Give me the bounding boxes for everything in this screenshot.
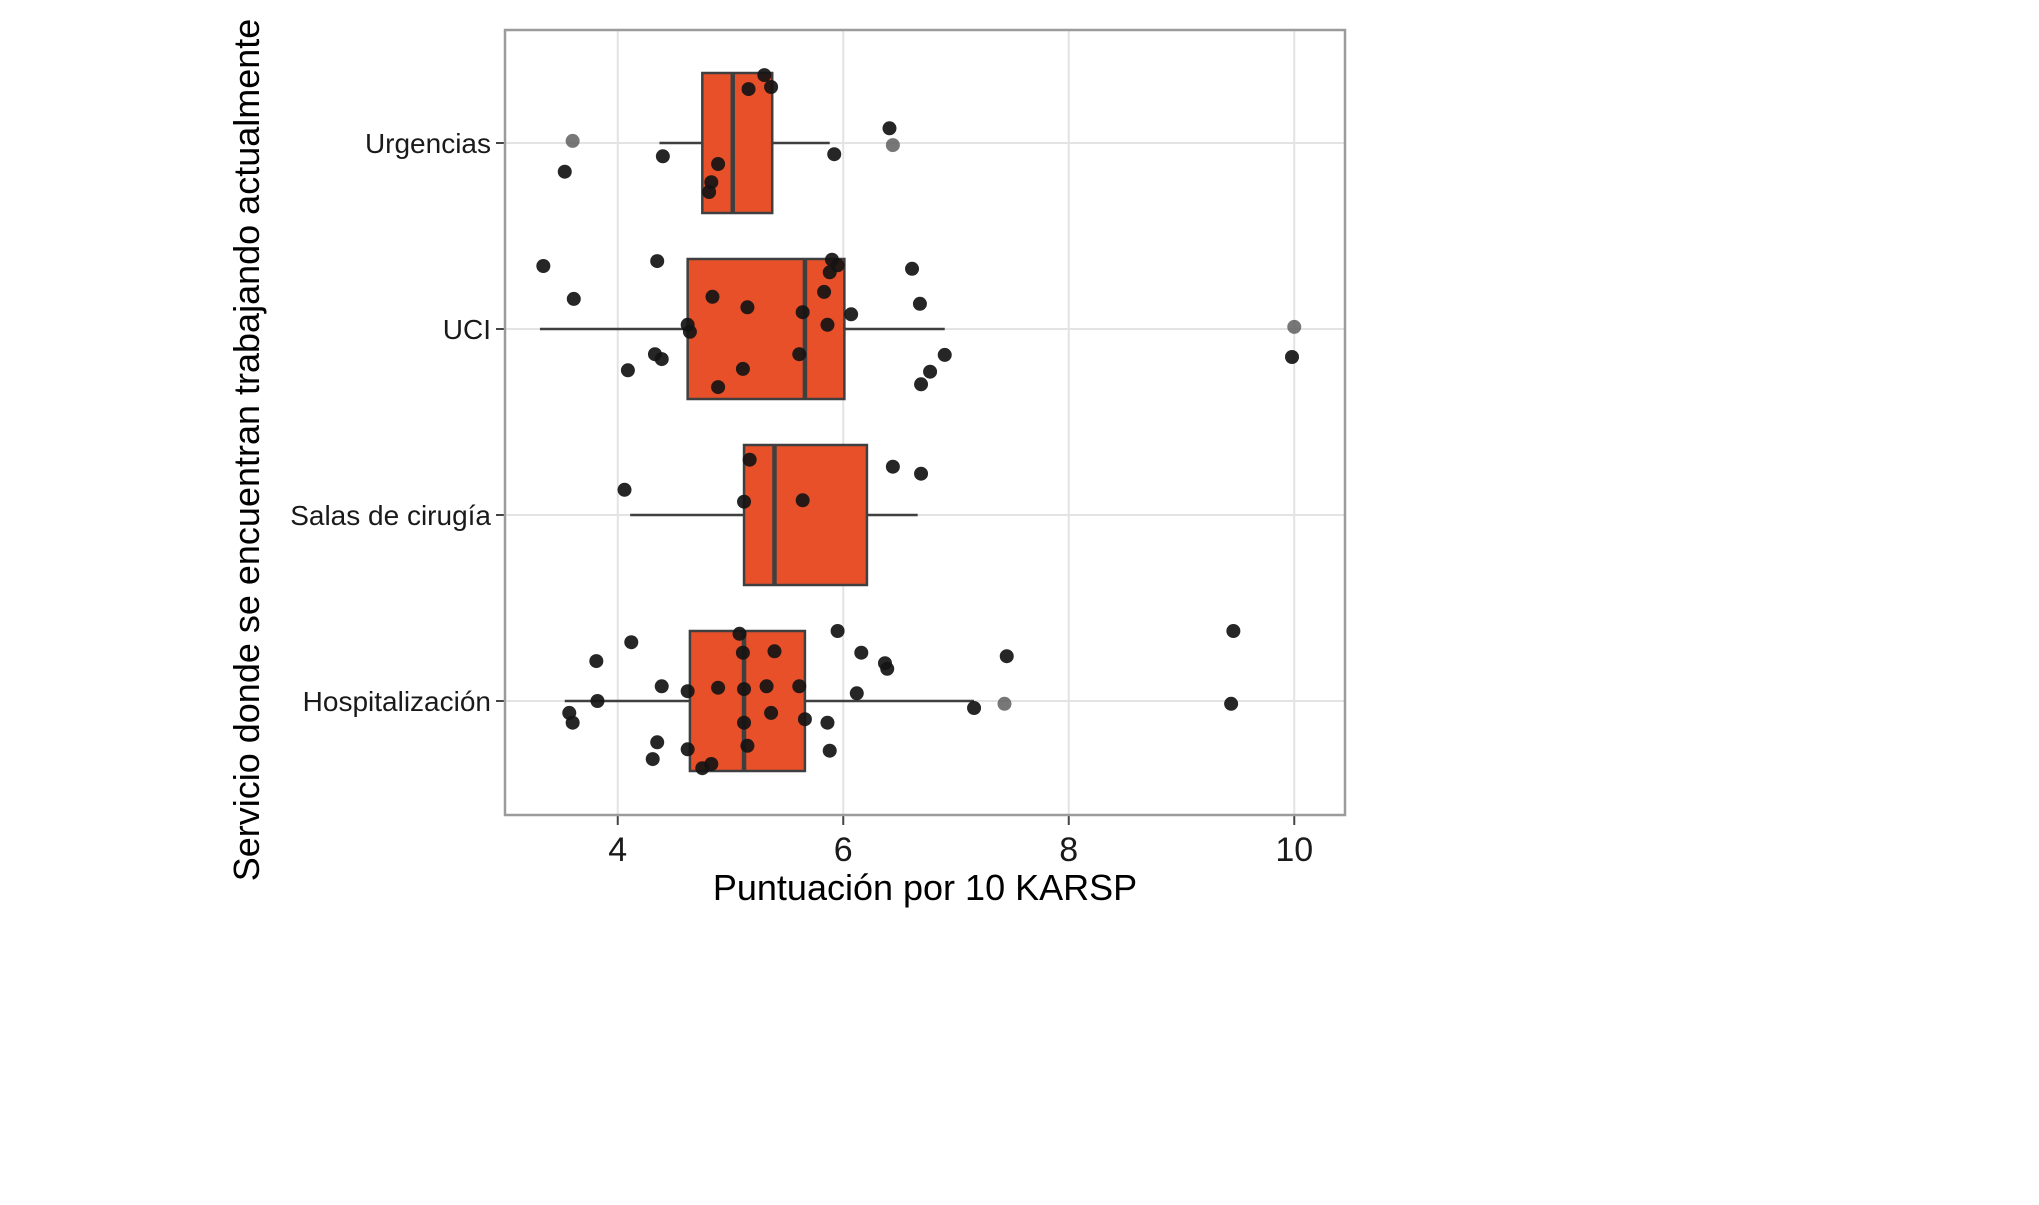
x-axis-title: Puntuación por 10 KARSP (712, 867, 1138, 908)
data-point-hospitalizacion (792, 679, 807, 694)
data-point-salas-de-cirugia (737, 494, 752, 509)
data-point-uci (654, 352, 669, 367)
data-point-hospitalizacion (565, 715, 580, 730)
data-point-hospitalizacion (654, 679, 669, 694)
data-point-salas-de-cirugia (914, 466, 929, 481)
data-point-uci (937, 347, 952, 362)
box-urgencias (701, 71, 774, 215)
data-point-hospitalizacion (680, 684, 695, 699)
data-point-hospitalizacion (645, 752, 660, 767)
data-point-uci (566, 291, 581, 306)
data-point-uci (792, 347, 807, 362)
data-point-hospitalizacion (967, 701, 982, 715)
data-point-urgencias (757, 68, 772, 83)
data-point-urgencias (741, 82, 756, 97)
data-point-urgencias (764, 80, 779, 94)
data-point-hospitalizacion (854, 645, 869, 660)
y-tick-label-salas-de-cirugia: Salas de cirugía (290, 500, 491, 531)
data-point-uci (620, 363, 635, 378)
data-point-urgencias (557, 164, 572, 179)
data-point-hospitalizacion (759, 679, 774, 694)
data-point-hospitalizacion (1224, 696, 1239, 711)
data-point-uci (650, 254, 665, 269)
data-point-urgencias (565, 133, 580, 148)
data-point-urgencias (711, 157, 726, 171)
data-point-hospitalizacion (650, 735, 665, 750)
data-point-salas-de-cirugia (617, 482, 632, 497)
data-point-uci (923, 364, 938, 379)
y-tick-label-urgencias: Urgencias (365, 128, 491, 159)
data-point-hospitalizacion (997, 696, 1012, 711)
data-point-uci (1285, 350, 1300, 364)
data-point-hospitalizacion (737, 715, 752, 730)
data-point-hospitalizacion (1226, 624, 1241, 638)
data-point-hospitalizacion (735, 645, 750, 660)
data-point-urgencias (702, 185, 717, 199)
data-point-uci (711, 380, 726, 395)
data-point-uci (795, 305, 810, 320)
y-tick-label-hospitalizacion: Hospitalización (303, 686, 491, 717)
data-point-hospitalizacion (822, 743, 837, 758)
data-point-urgencias (885, 138, 900, 153)
panel-border (503, 28, 1347, 817)
data-point-hospitalizacion (880, 661, 895, 676)
data-point-uci (820, 317, 835, 332)
y-tick-label-uci: UCI (443, 314, 491, 345)
data-point-hospitalizacion (830, 624, 845, 638)
data-point-salas-de-cirugia (742, 452, 757, 467)
data-point-uci (905, 261, 920, 276)
data-point-uci (817, 284, 832, 299)
data-point-salas-de-cirugia (885, 459, 900, 474)
data-point-uci (740, 300, 755, 315)
data-point-hospitalizacion (740, 738, 755, 753)
data-point-hospitalizacion (797, 712, 812, 727)
x-tick-label-6: 6 (834, 831, 853, 869)
data-point-hospitalizacion (764, 705, 779, 720)
data-point-hospitalizacion (849, 686, 864, 701)
data-point-hospitalizacion (732, 626, 747, 641)
data-point-hospitalizacion (589, 654, 604, 669)
data-point-hospitalizacion (711, 680, 726, 695)
x-tick-label-4: 4 (608, 831, 627, 869)
data-point-hospitalizacion (624, 635, 639, 650)
data-point-uci (1287, 319, 1302, 334)
data-point-hospitalizacion (820, 715, 835, 730)
data-point-hospitalizacion (704, 757, 719, 771)
data-point-urgencias (655, 149, 670, 164)
data-point-hospitalizacion (999, 649, 1014, 664)
data-point-hospitalizacion (590, 694, 605, 708)
data-point-hospitalizacion (680, 742, 695, 757)
data-point-uci (735, 361, 750, 376)
plot-panel (505, 30, 1345, 815)
box-uci (686, 257, 846, 401)
data-point-urgencias (827, 147, 842, 162)
data-point-uci (705, 289, 720, 304)
data-point-uci (844, 307, 859, 322)
y-axis-title: Servicio donde se encuentran trabajando … (226, 18, 267, 882)
data-point-uci (536, 259, 551, 273)
data-point-uci (682, 324, 697, 339)
data-point-salas-de-cirugia (795, 493, 810, 508)
x-tick-label-10: 10 (1275, 831, 1313, 869)
box-salas-de-cirugia (742, 443, 869, 587)
data-point-urgencias (882, 121, 897, 136)
data-point-uci (914, 377, 929, 392)
x-tick-label-8: 8 (1059, 831, 1078, 869)
data-point-uci (830, 258, 845, 273)
data-point-uci (912, 296, 927, 311)
data-point-hospitalizacion (767, 644, 782, 659)
data-point-hospitalizacion (737, 682, 752, 697)
